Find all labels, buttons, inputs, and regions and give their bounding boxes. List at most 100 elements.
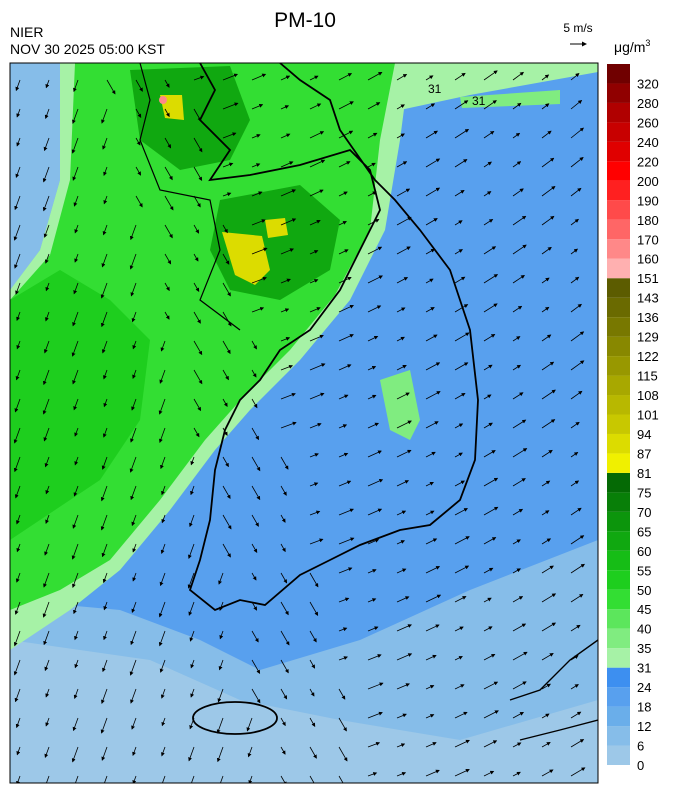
wind-arrow: [159, 659, 166, 673]
wind-arrow: [541, 593, 557, 603]
wind-arrow: [132, 340, 137, 350]
wind-arrow: [541, 653, 554, 661]
colorbar-segment: [607, 687, 630, 707]
wind-arrow: [161, 514, 166, 524]
wind-arrow: [15, 572, 21, 583]
colorbar-segment: [607, 667, 630, 688]
wind-arrow: [338, 688, 346, 700]
wind-arrow: [42, 398, 50, 415]
wind-arrow: [100, 514, 108, 531]
wind-arrow: [251, 456, 261, 472]
wind-arrow: [43, 427, 50, 442]
wind-arrow: [367, 654, 382, 661]
wind-arrow: [251, 485, 261, 501]
wind-arrow: [161, 746, 166, 757]
wind-arrow: [483, 477, 499, 487]
wind-arrow: [130, 630, 137, 646]
wind-arrow: [483, 626, 493, 632]
wind-arrow: [14, 485, 21, 499]
wind-arrow: [396, 624, 412, 632]
wind-arrow: [483, 681, 499, 690]
wind-arrow: [103, 398, 108, 408]
colorbar-segment: [607, 414, 630, 434]
wind-arrow: [338, 221, 347, 226]
wind-arrow: [190, 659, 195, 669]
wind-arrow: [309, 717, 316, 727]
wind-arrow: [222, 253, 230, 265]
wind-arrow: [42, 166, 50, 183]
wind-arrow: [367, 741, 381, 748]
wind-arrow: [309, 659, 316, 669]
contour-label: 31: [472, 94, 486, 108]
wind-arrow: [101, 108, 108, 124]
wind-arrow: [193, 166, 203, 181]
wind-arrow: [454, 189, 465, 197]
wind-arrow: [570, 156, 584, 168]
wind-arrow: [338, 364, 352, 371]
wind-arrow: [309, 392, 325, 400]
colorbar-label: 60: [637, 544, 651, 559]
wind-arrow: [454, 684, 465, 690]
wind-arrow: [396, 480, 410, 487]
wind-arrow: [367, 366, 377, 371]
colorbar-segment: [607, 531, 630, 551]
wind-arrow: [367, 305, 382, 313]
wind-arrow: [251, 219, 266, 226]
wind-arrow: [280, 421, 297, 429]
wind-arrow: [102, 427, 108, 438]
wind-arrow: [251, 630, 259, 643]
wind-arrow: [45, 79, 50, 89]
wind-arrow: [164, 282, 170, 292]
wind-arrow: [15, 717, 21, 729]
wind-arrow: [309, 422, 322, 429]
pink-spot: [159, 96, 167, 104]
wind-arrow: [222, 456, 229, 468]
wind-arrow: [425, 654, 437, 661]
wind-arrow: [222, 543, 231, 558]
wind-arrow: [483, 364, 493, 371]
wind-arrow: [251, 543, 258, 554]
wind-arrow: [72, 369, 79, 385]
wind-arrow: [541, 742, 551, 748]
wind-arrow: [73, 282, 79, 295]
wind-arrow: [512, 712, 525, 719]
wind-arrow: [483, 274, 499, 284]
wind-arrow: [189, 717, 195, 730]
wind-arrow: [159, 427, 166, 443]
wind-arrow: [222, 485, 231, 500]
wind-arrow: [338, 424, 348, 429]
wind-arrow: [218, 572, 224, 585]
wind-arrow: [309, 453, 319, 458]
wind-arrow: [309, 482, 319, 487]
wind-arrow: [216, 717, 224, 734]
colorbar-label: 81: [637, 466, 651, 481]
wind-arrow: [73, 688, 79, 700]
wind-arrow: [309, 363, 326, 371]
wind-arrow: [541, 246, 552, 255]
colorbar-label: 40: [637, 622, 651, 637]
wind-arrow: [396, 743, 406, 748]
wind-arrow: [367, 71, 383, 81]
wind-arrow: [164, 108, 170, 118]
wind-arrow: [454, 596, 467, 603]
colorbar-segment: [607, 161, 630, 181]
wind-arrow: [454, 536, 470, 545]
wind-arrow: [541, 157, 555, 168]
wind-arrow: [512, 161, 522, 168]
unit-base: μg/m: [614, 39, 645, 55]
wind-arrow: [367, 394, 377, 400]
wind-arrow: [396, 307, 406, 313]
wind-arrow: [219, 601, 224, 612]
wind-arrow: [309, 538, 324, 545]
wind-arrow: [16, 543, 21, 553]
wind-arrow: [512, 336, 521, 342]
wind-arrow: [158, 601, 166, 618]
wind-arrow: [222, 282, 231, 297]
wind-arrow: [541, 683, 551, 690]
wind-arrow: [454, 739, 470, 748]
wind-arrow: [512, 132, 521, 139]
wind-arrow: [188, 746, 195, 762]
wind-arrow: [541, 510, 550, 516]
wind-arrow: [43, 572, 50, 588]
